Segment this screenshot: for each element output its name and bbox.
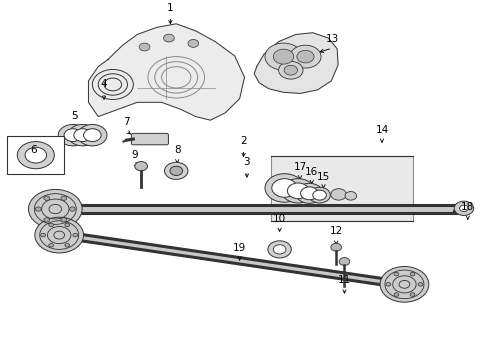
Circle shape bbox=[295, 183, 323, 203]
Circle shape bbox=[281, 179, 314, 203]
Text: 13: 13 bbox=[325, 35, 338, 45]
Text: 19: 19 bbox=[232, 243, 246, 253]
Circle shape bbox=[267, 241, 291, 258]
Text: 18: 18 bbox=[460, 202, 473, 212]
Polygon shape bbox=[88, 24, 244, 120]
Circle shape bbox=[25, 147, 46, 163]
Circle shape bbox=[61, 218, 67, 222]
Circle shape bbox=[73, 233, 78, 237]
FancyBboxPatch shape bbox=[131, 133, 168, 145]
Circle shape bbox=[385, 283, 390, 286]
Circle shape bbox=[187, 40, 198, 48]
Text: 5: 5 bbox=[71, 111, 78, 121]
Circle shape bbox=[409, 273, 414, 276]
Circle shape bbox=[65, 223, 70, 227]
Circle shape bbox=[49, 243, 54, 247]
Circle shape bbox=[135, 162, 147, 171]
Text: 7: 7 bbox=[123, 117, 129, 127]
Text: 15: 15 bbox=[316, 172, 329, 181]
Text: 8: 8 bbox=[174, 145, 180, 155]
Circle shape bbox=[273, 245, 285, 254]
Circle shape bbox=[58, 125, 87, 146]
Circle shape bbox=[330, 189, 346, 200]
Circle shape bbox=[61, 196, 67, 201]
Text: 9: 9 bbox=[131, 150, 138, 160]
Circle shape bbox=[344, 192, 356, 200]
Circle shape bbox=[409, 293, 414, 296]
Text: 1: 1 bbox=[167, 3, 173, 13]
Circle shape bbox=[453, 201, 473, 216]
Circle shape bbox=[300, 187, 318, 200]
Circle shape bbox=[163, 34, 174, 42]
Circle shape bbox=[44, 218, 50, 222]
Circle shape bbox=[83, 129, 101, 141]
Circle shape bbox=[330, 243, 341, 251]
Circle shape bbox=[289, 45, 321, 68]
Circle shape bbox=[17, 141, 54, 169]
Circle shape bbox=[308, 187, 330, 203]
Circle shape bbox=[264, 43, 302, 70]
Circle shape bbox=[35, 217, 83, 253]
Circle shape bbox=[459, 205, 468, 212]
Text: 2: 2 bbox=[240, 136, 246, 146]
Circle shape bbox=[28, 189, 82, 229]
Text: 17: 17 bbox=[293, 162, 306, 172]
Bar bbox=[6, 136, 64, 174]
Circle shape bbox=[74, 129, 91, 141]
Circle shape bbox=[65, 243, 70, 247]
Circle shape bbox=[273, 49, 293, 64]
Polygon shape bbox=[254, 33, 337, 93]
Text: 4: 4 bbox=[101, 79, 107, 89]
Circle shape bbox=[49, 223, 54, 227]
Text: 3: 3 bbox=[243, 157, 250, 167]
Circle shape bbox=[296, 50, 313, 63]
Circle shape bbox=[78, 125, 107, 146]
Circle shape bbox=[278, 61, 303, 79]
Circle shape bbox=[64, 129, 81, 141]
Circle shape bbox=[312, 190, 326, 200]
Circle shape bbox=[41, 233, 45, 237]
Circle shape bbox=[284, 65, 297, 75]
Text: 10: 10 bbox=[272, 214, 285, 224]
Text: 14: 14 bbox=[375, 125, 388, 135]
Circle shape bbox=[169, 166, 182, 175]
Circle shape bbox=[287, 183, 308, 199]
Circle shape bbox=[393, 273, 398, 276]
Circle shape bbox=[68, 125, 97, 146]
Circle shape bbox=[379, 266, 428, 302]
Circle shape bbox=[35, 207, 41, 211]
Circle shape bbox=[264, 174, 304, 202]
Text: 12: 12 bbox=[329, 226, 342, 236]
Circle shape bbox=[69, 207, 75, 211]
Circle shape bbox=[393, 293, 398, 296]
Bar bbox=[271, 156, 412, 221]
Circle shape bbox=[139, 43, 150, 51]
Circle shape bbox=[338, 258, 349, 265]
Text: 6: 6 bbox=[30, 145, 37, 155]
Circle shape bbox=[417, 283, 422, 286]
Circle shape bbox=[44, 196, 50, 201]
Circle shape bbox=[164, 162, 187, 179]
Text: 11: 11 bbox=[337, 275, 350, 285]
Text: 16: 16 bbox=[305, 167, 318, 176]
Circle shape bbox=[271, 179, 297, 197]
